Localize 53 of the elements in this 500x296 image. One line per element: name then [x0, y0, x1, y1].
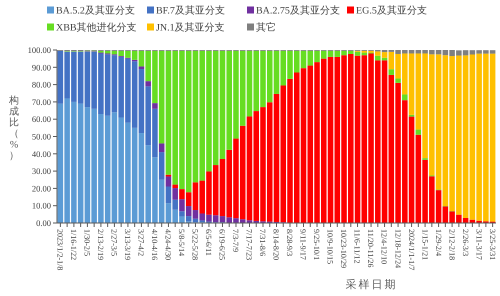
legend-label: BA.5.2及其亚分支	[56, 4, 135, 16]
x-tick-label: 7/31-8/6	[258, 229, 268, 256]
x-tick-label: 2/26-3/3	[460, 229, 470, 256]
x-tick-label: 3/25-3/31	[488, 229, 497, 260]
y-tick-label: 80.00	[32, 80, 51, 90]
x-tick-label: 3/27-4/2	[136, 229, 146, 256]
x-axis-title: 采样日期	[346, 278, 398, 291]
x-tick-label: 3/13-3/19	[123, 229, 132, 260]
x-tick-label: 4/24-4/30	[164, 229, 173, 260]
y-tick-label: 30.00	[32, 166, 51, 176]
y-tick-label: 100.00	[28, 44, 51, 55]
x-tick-label: 5/8-5/14	[177, 229, 186, 256]
legend-label: BF.7及其亚分支	[156, 4, 225, 16]
x-tick-label: 5/22-5/28	[190, 229, 200, 260]
x-tick-label: 4/10-4/16	[150, 229, 160, 260]
x-tick-label: 6/5-6/11	[204, 229, 214, 256]
legend-label: 其它	[256, 22, 276, 34]
x-tick-label: 12/18-12/24	[393, 229, 402, 268]
y-axis-title: 构成比（%）	[8, 94, 19, 162]
x-tick-label: 7/17-7/23	[244, 229, 254, 260]
y-tick-label: 10.00	[32, 200, 51, 211]
x-tick-label: 1/15-1/21	[420, 229, 430, 260]
y-tick-label: 40.00	[32, 148, 51, 159]
x-tick-label: 11/20-11/26	[366, 229, 376, 268]
y-tick-label: 90.00	[32, 62, 51, 72]
x-tick-label: 10/23-10/29	[339, 229, 348, 268]
x-tick-label: 12/4-12/10	[380, 229, 389, 264]
x-tick-label: 1/16-1/22	[69, 229, 78, 260]
y-tick-label: 70.00	[32, 96, 51, 107]
x-tick-label: 9/25-10/1	[312, 229, 322, 260]
x-tick-label: 3/11-3/17	[474, 229, 484, 260]
x-tick-label: 6/19-6/25	[218, 229, 227, 260]
x-tick-label: 2/27-3/5	[110, 229, 119, 256]
x-tick-label: 9/11-9/17	[298, 229, 308, 260]
x-tick-label: 2/12-2/18	[447, 229, 456, 260]
x-tick-label: 8/28-9/3	[285, 229, 294, 256]
y-tick-label: 20.00	[32, 183, 51, 194]
x-tick-label: 10/9-10/15	[326, 229, 335, 264]
legend-label: BA.2.75及其亚分支	[256, 4, 340, 16]
y-tick-label: 60.00	[32, 114, 51, 124]
x-tick-label: 1/29-2/4	[434, 229, 443, 256]
legend-label: JN.1及其亚分支	[156, 22, 225, 34]
x-tick-label: 2/13-2/19	[96, 229, 106, 260]
y-tick-label: 0.00	[36, 218, 51, 228]
x-tick-label: 7/3-7/9	[231, 229, 240, 252]
y-tick-label: 50.00	[32, 131, 51, 142]
x-tick-label: 8/14-8/20	[272, 229, 281, 260]
x-tick-label: 2023/1/2-1/8	[56, 229, 65, 270]
x-tick-label: 1/30-2/5	[82, 229, 92, 256]
x-tick-label: 11/6-11/12	[352, 229, 362, 264]
x-tick-label: 2024/1/1-1/7	[406, 229, 416, 270]
legend-label: XBB其他进化分支	[56, 22, 137, 34]
legend-label: EG.5及其亚分支	[356, 4, 427, 16]
